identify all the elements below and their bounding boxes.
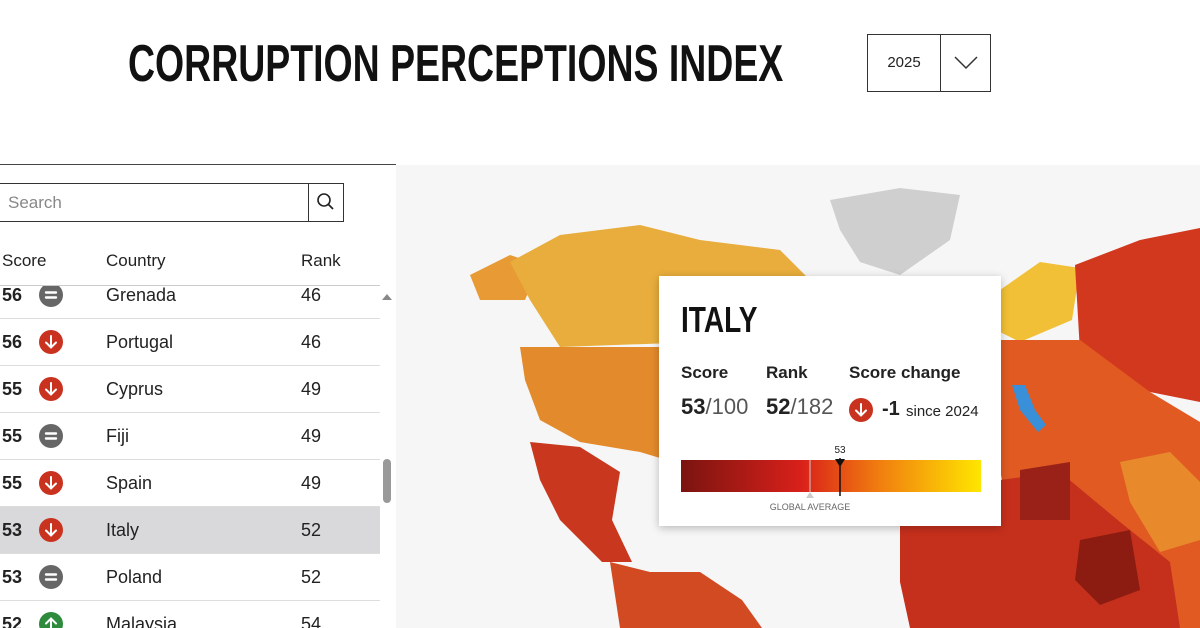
change-icon bbox=[39, 612, 63, 628]
icon-glyph bbox=[45, 617, 57, 628]
row-country: Cyprus bbox=[106, 379, 164, 399]
rank-label: Rank bbox=[766, 363, 808, 382]
icon-glyph bbox=[44, 291, 58, 299]
table-row[interactable]: 55 Fiji 49 bbox=[0, 413, 380, 460]
row-country: Malaysia bbox=[106, 614, 178, 628]
row-rank: 52 bbox=[301, 520, 322, 540]
row-country: Fiji bbox=[106, 426, 129, 446]
table-body: 56 Grenada 46 56 Portugal 46 55 Cyprus 49 55 Fiji 4… bbox=[0, 286, 380, 628]
icon-glyph bbox=[45, 476, 57, 490]
change-icon bbox=[39, 377, 63, 401]
search-placeholder: Search bbox=[8, 193, 62, 212]
icon-glyph bbox=[45, 335, 57, 349]
icon-circle bbox=[39, 565, 63, 589]
header-rule bbox=[0, 285, 380, 286]
tooltip-country: ITALY bbox=[681, 299, 758, 340]
row-country: Spain bbox=[106, 473, 153, 493]
year-value: 2025 bbox=[887, 54, 921, 71]
row-rank: 49 bbox=[301, 379, 322, 399]
change-icon bbox=[39, 330, 63, 354]
score-scale: GLOBAL AVERAGE 53 bbox=[681, 445, 981, 512]
score-value: 53/100 bbox=[681, 394, 748, 420]
change-value: -1 bbox=[882, 398, 900, 420]
row-rank: 54 bbox=[301, 614, 322, 628]
global-average-label: GLOBAL AVERAGE bbox=[770, 502, 851, 512]
rank: 52 bbox=[766, 394, 791, 419]
row-score: 55 bbox=[2, 426, 23, 446]
row-score: 55 bbox=[2, 473, 23, 493]
score: 53 bbox=[681, 394, 706, 419]
year-dropdown[interactable]: 2025 bbox=[867, 34, 991, 92]
row-country: Portugal bbox=[106, 332, 174, 352]
icon-glyph bbox=[44, 432, 58, 440]
row-score: 52 bbox=[2, 614, 23, 628]
row-country: Italy bbox=[106, 520, 140, 540]
score-total: /100 bbox=[705, 394, 749, 419]
row-score: 53 bbox=[2, 567, 23, 587]
search-input[interactable]: Search bbox=[0, 183, 309, 222]
change-icon bbox=[39, 518, 63, 542]
icon-glyph bbox=[855, 403, 867, 417]
icon-glyph bbox=[45, 523, 57, 537]
change-icon bbox=[39, 424, 63, 448]
row-country: Poland bbox=[106, 567, 163, 587]
table-row[interactable]: 53 Italy 52 bbox=[0, 507, 380, 554]
row-score: 56 bbox=[2, 286, 23, 305]
icon-glyph bbox=[44, 573, 58, 581]
row-score: 53 bbox=[2, 520, 23, 540]
table-row[interactable]: 55 Cyprus 49 bbox=[0, 366, 380, 413]
page-title: CORRUPTION PERCEPTIONS INDEX bbox=[128, 35, 784, 93]
change-icon bbox=[39, 286, 63, 307]
score-label: Score bbox=[681, 363, 729, 382]
icon-glyph bbox=[45, 382, 57, 396]
change-icon bbox=[849, 398, 873, 422]
row-rank: 49 bbox=[301, 426, 322, 446]
change-label: Score change bbox=[849, 363, 961, 382]
change-icon bbox=[39, 471, 63, 495]
panel-rule bbox=[0, 164, 396, 165]
change-since: since 2024 bbox=[906, 403, 979, 420]
row-country: Grenada bbox=[106, 286, 177, 305]
table-row[interactable]: 56 Grenada 46 bbox=[0, 286, 380, 319]
column-header[interactable]: Score bbox=[2, 251, 47, 270]
row-rank: 52 bbox=[301, 567, 322, 587]
scale-bar bbox=[681, 460, 981, 492]
search-button[interactable] bbox=[308, 183, 344, 222]
table-row[interactable]: 55 Spain 49 bbox=[0, 460, 380, 507]
scrollbar[interactable] bbox=[380, 286, 396, 628]
table-row[interactable]: 52 Malaysia 54 bbox=[0, 601, 380, 628]
table-row[interactable]: 56 Portugal 46 bbox=[0, 319, 380, 366]
rank-value: 52/182 bbox=[766, 394, 833, 420]
row-score: 56 bbox=[2, 332, 23, 352]
column-header[interactable]: Country bbox=[106, 251, 166, 270]
icon-circle bbox=[39, 424, 63, 448]
divider bbox=[940, 35, 941, 91]
change-icon bbox=[39, 565, 63, 589]
marker-pointer bbox=[835, 459, 845, 467]
chevron bbox=[954, 56, 978, 70]
row-score: 55 bbox=[2, 379, 23, 399]
marker-label: 53 bbox=[834, 445, 846, 456]
row-rank: 46 bbox=[301, 286, 322, 305]
table-row[interactable]: 53 Poland 52 bbox=[0, 554, 380, 601]
row-rank: 49 bbox=[301, 473, 322, 493]
rank-total: /182 bbox=[790, 394, 834, 419]
global-average-pointer bbox=[806, 492, 814, 498]
column-header[interactable]: Rank bbox=[301, 251, 341, 270]
row-rank: 46 bbox=[301, 332, 322, 352]
